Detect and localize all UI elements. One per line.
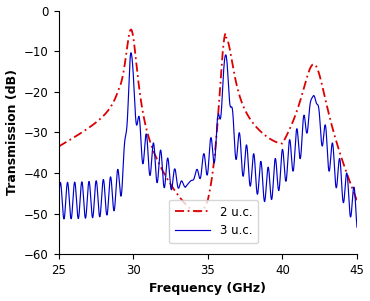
X-axis label: Frequency (GHz): Frequency (GHz) bbox=[149, 282, 266, 296]
2 u.c. bbox=[324, 101, 329, 105]
2 u.c. bbox=[129, 28, 133, 31]
3 u.c. bbox=[191, 178, 195, 182]
3 u.c. bbox=[316, 103, 320, 107]
3 u.c. bbox=[247, 175, 251, 178]
2 u.c. bbox=[355, 199, 359, 203]
2 u.c. bbox=[354, 197, 359, 201]
3 u.c. bbox=[324, 130, 329, 134]
Line: 3 u.c.: 3 u.c. bbox=[58, 53, 357, 227]
3 u.c. bbox=[129, 51, 133, 54]
3 u.c. bbox=[355, 225, 359, 229]
3 u.c. bbox=[56, 199, 61, 203]
2 u.c. bbox=[351, 188, 355, 192]
2 u.c. bbox=[247, 116, 251, 119]
Legend: 2 u.c., 3 u.c.: 2 u.c., 3 u.c. bbox=[169, 200, 258, 244]
Y-axis label: Transmission (dB): Transmission (dB) bbox=[6, 69, 18, 195]
3 u.c. bbox=[354, 216, 359, 220]
2 u.c. bbox=[56, 145, 61, 148]
Line: 2 u.c.: 2 u.c. bbox=[58, 29, 357, 212]
2 u.c. bbox=[316, 68, 320, 72]
2 u.c. bbox=[196, 210, 200, 214]
3 u.c. bbox=[351, 191, 355, 195]
2 u.c. bbox=[191, 209, 195, 212]
